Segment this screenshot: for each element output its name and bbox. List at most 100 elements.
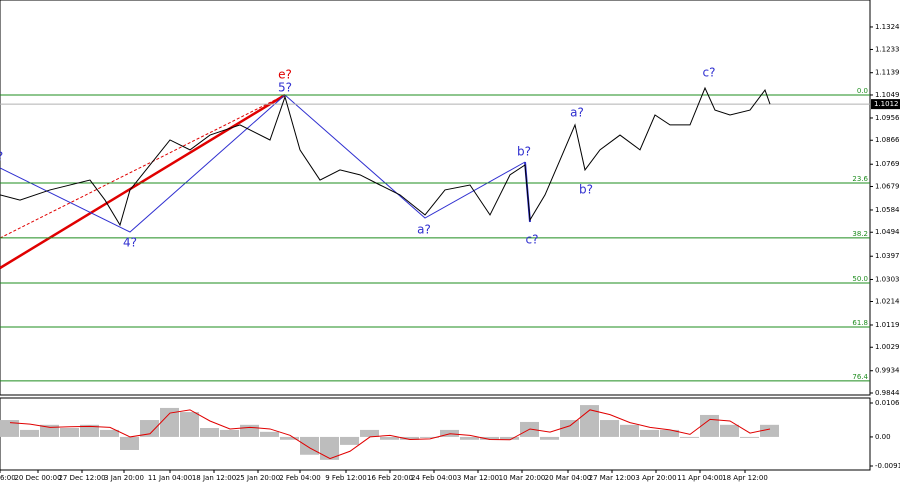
fib-label: 38.2 [852, 230, 868, 238]
x-tick-label: 3 Mar 12:00 [457, 474, 499, 482]
osc-histogram-bar [300, 436, 319, 455]
x-tick-label: 3 Apr 20:00 [635, 474, 676, 482]
osc-histogram-bar [380, 436, 399, 440]
wave-label: c? [526, 233, 539, 247]
osc-histogram-bar [560, 420, 579, 437]
osc-histogram-bar [460, 436, 479, 440]
osc-histogram-bar [20, 429, 39, 437]
x-tick-label: 11 Apr 04:00 [677, 474, 723, 482]
x-tick-label: 10 Mar 20:00 [499, 474, 546, 482]
osc-histogram-bar [680, 436, 699, 438]
osc-histogram-bar [60, 428, 79, 437]
osc-histogram-bar [620, 424, 639, 437]
wave-label: b? [517, 145, 531, 159]
y-tick-label: 1.1233 [875, 45, 900, 53]
y-tick-label: 0.9844 [875, 389, 900, 397]
osc-histogram-bar [740, 436, 759, 438]
x-tick-label: 18 Jan 12:00 [192, 474, 236, 482]
y-tick-label: 0.9934 [875, 367, 900, 375]
osc-histogram-bar [80, 424, 99, 437]
current-price-box [871, 99, 900, 110]
osc-histogram-bar [320, 436, 339, 460]
wave-label: 5? [278, 81, 292, 95]
y-tick-label: 1.0029 [875, 343, 900, 351]
osc-y-tick-label: -0.00913 [875, 462, 900, 470]
wave-label: e? [278, 68, 292, 82]
x-tick-label: 24 Feb 04:00 [411, 474, 457, 482]
x-tick-label: 11 Jan 04:00 [148, 474, 192, 482]
wave-label: 4? [123, 236, 137, 250]
osc-histogram-bar [160, 407, 179, 437]
y-tick-label: 1.0397 [875, 252, 900, 260]
osc-histogram-bar [480, 436, 499, 440]
fib-label: 61.8 [852, 319, 868, 327]
y-tick-label: 1.1049 [875, 91, 900, 99]
x-tick-label: 20 Dec 00:00 [14, 474, 61, 482]
osc-histogram-bar [500, 436, 519, 440]
price-panel [0, 0, 871, 396]
osc-histogram-bar [700, 414, 719, 437]
osc-y-tick-label: 0.01065 [875, 399, 900, 407]
osc-histogram-bar [180, 412, 199, 437]
osc-histogram-bar [240, 424, 259, 437]
y-tick-label: 1.0119 [875, 321, 900, 329]
y-tick-label: 1.0584 [875, 206, 900, 214]
wave-label: b? [579, 183, 593, 197]
trend-line [0, 93, 286, 270]
osc-histogram-bar [580, 405, 599, 437]
wave-label: ? [0, 150, 3, 164]
oscillator-panel [0, 397, 871, 471]
fib-label: 76.4 [852, 373, 868, 381]
x-tick-label: 16 Feb 20:00 [367, 474, 413, 482]
y-tick-label: 1.0769 [875, 160, 900, 168]
y-tick-label: 1.0956 [875, 114, 900, 122]
osc-histogram-bar [340, 436, 359, 445]
osc-histogram-bar [140, 420, 159, 437]
wave-label: a? [417, 223, 431, 237]
osc-histogram-bar [0, 420, 19, 437]
y-tick-label: 1.1139 [875, 69, 900, 77]
osc-histogram-bar [220, 429, 239, 437]
fib-label: 0.0 [857, 87, 868, 95]
y-tick-label: 1.0679 [875, 182, 900, 190]
wave-label: a? [570, 106, 584, 120]
y-tick-label: 1.0303 [875, 275, 900, 283]
x-tick-label: 2 Feb 04:00 [279, 474, 320, 482]
x-tick-label: 3 Jan 20:00 [104, 474, 144, 482]
osc-histogram-bar [660, 429, 679, 437]
osc-histogram-bar [40, 424, 59, 437]
osc-y-tick-label: 0.00 [875, 433, 891, 441]
y-tick-label: 1.0214 [875, 297, 900, 305]
osc-histogram-bar [200, 428, 219, 437]
osc-histogram-bar [280, 436, 299, 440]
x-tick-label: 6:00 [0, 474, 16, 482]
osc-histogram-bar [760, 424, 779, 437]
wave-label: c? [703, 66, 716, 80]
osc-histogram-bar [420, 436, 439, 438]
osc-histogram-bar [100, 429, 119, 437]
x-tick-label: 9 Feb 12:00 [325, 474, 366, 482]
x-tick-label: 18 Apr 12:00 [722, 474, 768, 482]
osc-histogram-bar [540, 436, 559, 440]
x-tick-label: 25 Jan 20:00 [236, 474, 280, 482]
osc-histogram-bar [120, 436, 139, 450]
osc-histogram-bar [360, 429, 379, 437]
osc-histogram-bar [640, 429, 659, 437]
osc-histogram-bar [260, 431, 279, 437]
y-tick-label: 1.1324 [875, 23, 900, 31]
trend-line-dashed [0, 94, 286, 239]
x-tick-label: 27 Dec 12:00 [58, 474, 105, 482]
osc-histogram-bar [600, 420, 619, 437]
x-tick-label: 20 Mar 04:00 [545, 474, 592, 482]
current-price-label: 1.1012 [874, 100, 899, 108]
osc-histogram-bar [400, 436, 419, 440]
y-tick-label: 1.0494 [875, 228, 900, 236]
y-tick-label: 1.0866 [875, 136, 900, 144]
x-tick-label: 27 Mar 12:00 [589, 474, 636, 482]
fib-label: 50.0 [852, 275, 868, 283]
fib-label: 23.6 [852, 175, 868, 183]
osc-histogram-bar [720, 424, 739, 437]
price-line [0, 86, 771, 227]
osc-signal-line [9, 409, 771, 460]
